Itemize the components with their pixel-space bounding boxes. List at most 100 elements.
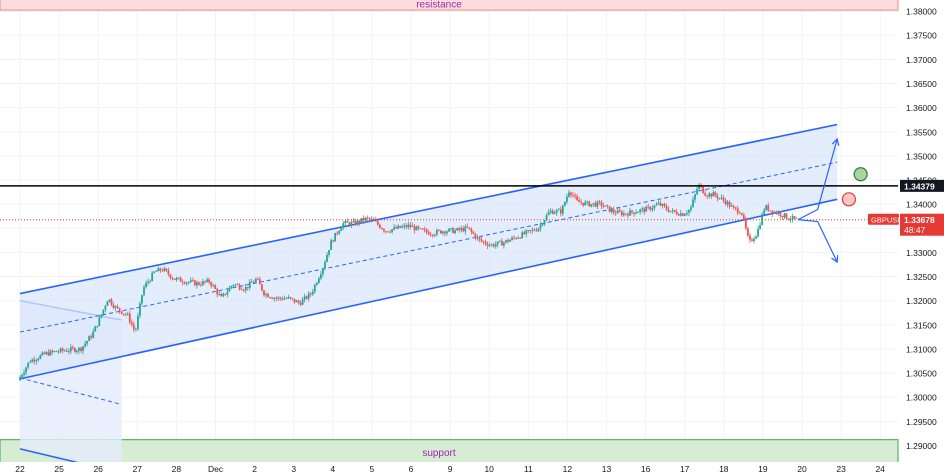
candle-bear	[600, 201, 603, 207]
candle-bear	[358, 220, 361, 223]
candle-bear	[47, 352, 50, 356]
candle-bull	[688, 209, 690, 213]
candle-bull	[610, 209, 613, 212]
y-tick-label: 1.38000	[906, 7, 937, 17]
candle-bull	[637, 212, 639, 213]
candle-bull	[330, 240, 332, 251]
candle-bull	[311, 291, 314, 295]
candle-bull	[448, 228, 450, 232]
candle-bull	[277, 297, 280, 299]
candle-bull	[114, 306, 117, 308]
candle-bear	[61, 348, 64, 351]
candle-bull	[23, 372, 25, 375]
candle-bear	[608, 206, 611, 212]
candle-bull	[407, 224, 410, 228]
candle-bull	[755, 236, 757, 239]
candle-bear	[614, 212, 617, 214]
candle-bear	[214, 285, 217, 289]
candle-bear	[706, 195, 709, 197]
candle-bear	[281, 298, 284, 300]
candle-bear	[173, 278, 176, 280]
y-tick-label: 1.32500	[906, 272, 937, 282]
candle-bull	[391, 229, 393, 232]
candle-bear	[366, 217, 369, 219]
candle-bull	[106, 301, 109, 306]
candle-bull	[795, 217, 798, 219]
candle-bull	[98, 317, 101, 326]
scenario-up-arrow-head	[831, 137, 840, 146]
countdown-label: 48:47	[904, 225, 926, 235]
candle-bull	[511, 237, 513, 240]
candle-bear	[419, 228, 422, 230]
candle-bull	[350, 222, 353, 226]
candle-bear	[33, 359, 36, 362]
candle-bear	[387, 231, 389, 233]
candle-bull	[19, 377, 21, 381]
candle-bull	[690, 207, 692, 210]
candle-bull	[324, 262, 326, 269]
candle-bear	[742, 214, 745, 219]
candle-bear	[236, 284, 239, 286]
x-tick-label: 5	[370, 464, 375, 473]
x-tick-label: 19	[758, 464, 768, 473]
candle-bear	[533, 229, 536, 231]
candle-bull	[712, 192, 715, 197]
candle-bear	[171, 277, 174, 279]
candle-bear	[580, 202, 583, 203]
candle-bear	[346, 221, 349, 223]
candle-bear	[484, 241, 487, 245]
x-tick-label: 13	[602, 464, 612, 473]
candle-bull	[137, 315, 139, 330]
candle-bear	[500, 240, 503, 246]
candle-bull	[789, 219, 792, 221]
candle-bull	[82, 346, 84, 351]
candle-bull	[537, 228, 540, 232]
candle-bear	[309, 293, 312, 295]
support-resistance-zones: resistance support	[0, 0, 899, 465]
candle-bear	[167, 270, 170, 275]
candle-bear	[574, 195, 576, 197]
candle-bull	[100, 314, 103, 318]
candle-bull	[557, 209, 560, 211]
candle-bear	[413, 226, 416, 231]
candle-bull	[352, 220, 355, 223]
candle-bull	[783, 213, 786, 218]
candle-bear	[732, 205, 735, 208]
candle-bull	[155, 271, 158, 272]
candle-bear	[429, 234, 432, 236]
x-tick-label: 26	[93, 464, 103, 473]
candle-bull	[517, 237, 520, 239]
candle-bear	[452, 228, 454, 233]
candle-bear	[259, 279, 261, 285]
candle-bear	[663, 204, 666, 207]
candle-bull	[757, 228, 759, 237]
candle-bear	[598, 201, 601, 203]
candle-bull	[206, 279, 208, 282]
support-label: support	[422, 448, 456, 459]
candle-bull	[464, 226, 467, 232]
candle-bull	[696, 188, 698, 195]
candle-bull	[561, 205, 564, 214]
candle-bull	[586, 201, 589, 203]
candle-bull	[342, 223, 345, 228]
candle-bear	[385, 231, 387, 232]
candle-bull	[553, 212, 556, 214]
candle-bull	[63, 350, 66, 352]
candle-bull	[283, 298, 286, 300]
candle-bear	[515, 237, 518, 239]
x-tick-label: 18	[719, 464, 729, 473]
candle-bear	[399, 225, 402, 228]
candle-bear	[439, 230, 442, 234]
candle-bear	[112, 304, 115, 308]
candle-bear	[740, 213, 743, 215]
y-tick-label: 1.30500	[906, 369, 937, 379]
candle-bull	[320, 274, 322, 279]
x-tick-label: 2	[252, 464, 257, 473]
candle-bull	[228, 287, 231, 292]
candle-bear	[728, 201, 731, 207]
candle-bear	[374, 220, 377, 222]
candle-bull	[226, 291, 229, 295]
candle-bear	[578, 200, 581, 203]
candle-bull	[285, 298, 288, 300]
